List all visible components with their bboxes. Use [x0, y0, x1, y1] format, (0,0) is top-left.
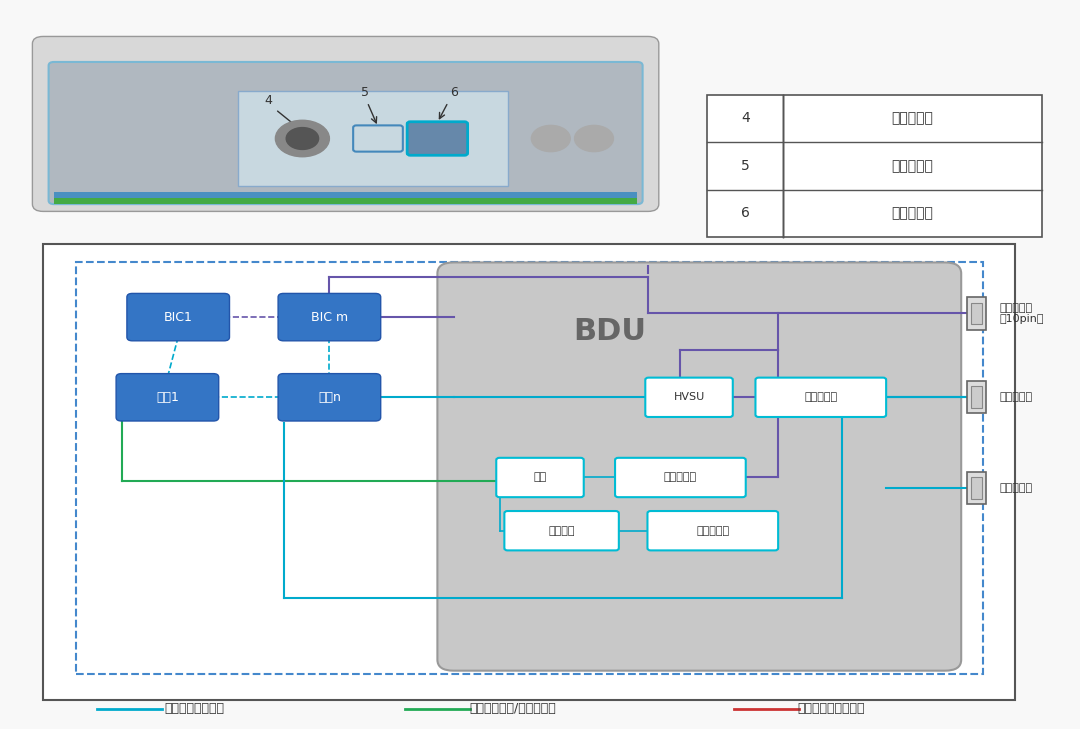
Bar [967, 472, 986, 504]
Text: BIC m: BIC m [311, 311, 348, 324]
Circle shape [286, 128, 319, 149]
FancyBboxPatch shape [32, 36, 659, 211]
Bar [971, 477, 982, 499]
Text: 冷媒进出口: 冷媒进出口 [999, 392, 1032, 402]
FancyBboxPatch shape [279, 374, 381, 421]
FancyBboxPatch shape [407, 122, 468, 155]
Bar [43, 244, 1015, 700]
Text: 高压接插件: 高压接插件 [892, 206, 933, 220]
Text: 高压接插件: 高压接插件 [999, 483, 1032, 494]
Bar [971, 303, 982, 324]
FancyBboxPatch shape [504, 511, 619, 550]
FancyBboxPatch shape [49, 62, 643, 204]
Bar [971, 386, 982, 408]
Bar [707, 95, 1042, 237]
Text: 红色线：高压电连接: 红色线：高压电连接 [798, 702, 865, 715]
Text: 保险: 保险 [534, 472, 546, 483]
FancyBboxPatch shape [646, 378, 732, 417]
Text: HVSU: HVSU [674, 392, 704, 402]
FancyBboxPatch shape [353, 125, 403, 152]
Text: 电芯1: 电芯1 [156, 391, 179, 404]
Circle shape [531, 125, 570, 152]
Text: 正极接触器: 正极接触器 [664, 472, 697, 483]
FancyBboxPatch shape [756, 378, 886, 417]
Text: BIC1: BIC1 [164, 311, 192, 324]
Circle shape [275, 120, 329, 157]
Text: 低压接插件
（10pin）: 低压接插件 （10pin） [999, 303, 1043, 324]
Text: 蓝色线：冷却管路: 蓝色线：冷却管路 [164, 702, 225, 715]
Bar [238, 91, 508, 186]
Text: 绿色线：通讯/低压供电线: 绿色线：通讯/低压供电线 [470, 702, 556, 715]
Text: 5: 5 [361, 86, 369, 99]
Text: 4: 4 [264, 93, 272, 106]
Text: 6: 6 [449, 86, 458, 99]
Text: 冷媒进出口: 冷媒进出口 [892, 159, 933, 173]
Text: 预充电阻: 预充电阻 [549, 526, 575, 536]
FancyBboxPatch shape [616, 458, 745, 497]
Text: 6: 6 [741, 206, 750, 220]
FancyBboxPatch shape [127, 294, 229, 341]
Bar [967, 297, 986, 330]
Text: 负极接触器: 负极接触器 [805, 392, 837, 402]
Bar [967, 381, 986, 413]
Text: 电芯n: 电芯n [318, 391, 341, 404]
Bar [76, 262, 983, 674]
Text: 低压接插件: 低压接插件 [892, 112, 933, 125]
FancyBboxPatch shape [648, 511, 778, 550]
Bar [54, 198, 637, 204]
Text: 4: 4 [741, 112, 750, 125]
Text: BDU: BDU [573, 317, 647, 346]
FancyBboxPatch shape [279, 294, 381, 341]
FancyBboxPatch shape [116, 374, 218, 421]
FancyBboxPatch shape [497, 458, 583, 497]
Circle shape [575, 125, 613, 152]
Text: 5: 5 [741, 159, 750, 173]
FancyBboxPatch shape [437, 262, 961, 671]
Text: 预充接触器: 预充接触器 [697, 526, 729, 536]
Bar [54, 192, 637, 200]
